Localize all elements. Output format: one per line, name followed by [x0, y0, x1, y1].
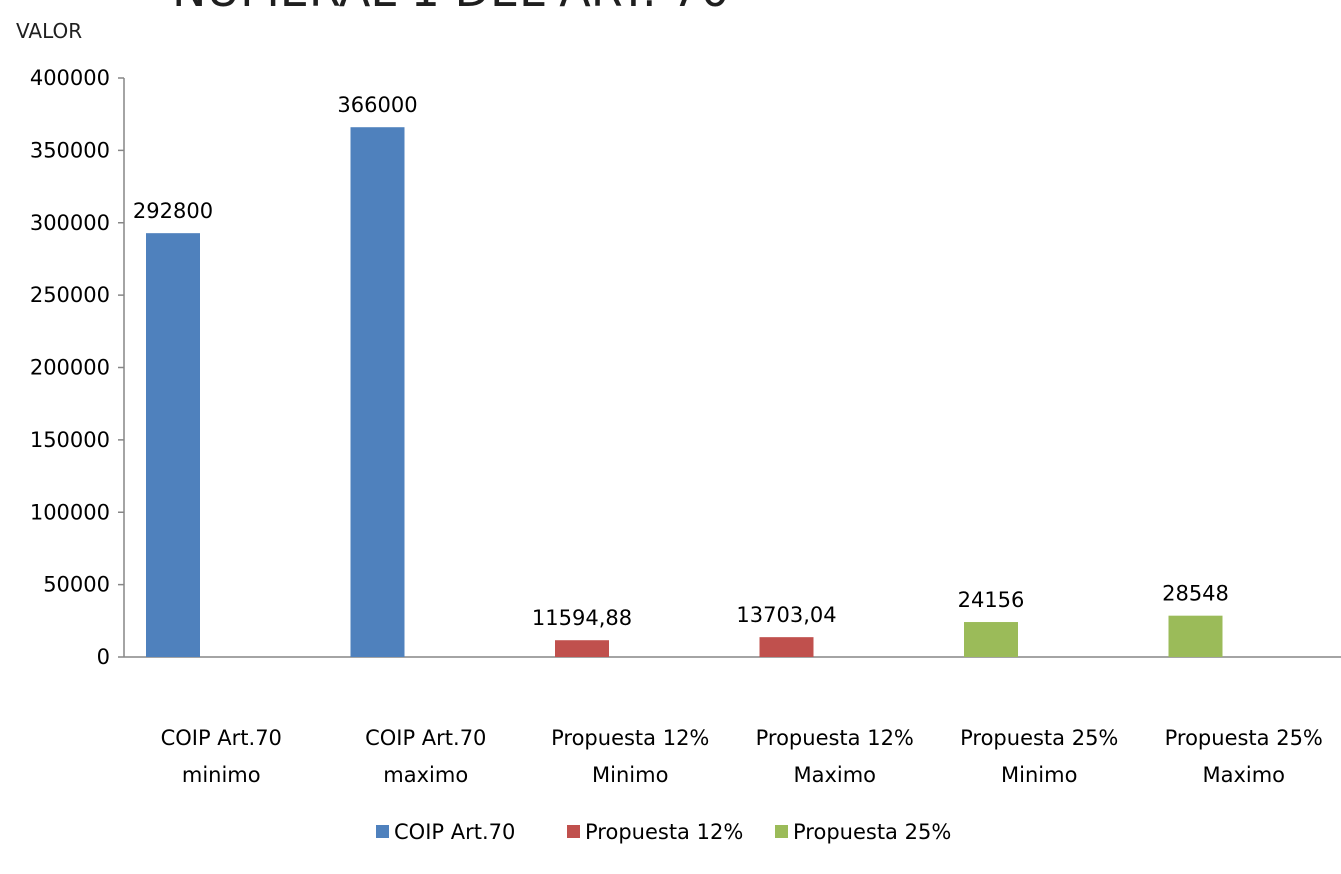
y-axis-label: VALOR — [16, 19, 82, 43]
axes: 0 50000 100000 150000 200000 250000 300000 3500… — [30, 66, 1341, 669]
data-label: 292800 — [133, 199, 213, 223]
legend-swatch — [376, 825, 389, 838]
x-category-label: COIP Art.70 maximo — [365, 726, 486, 787]
x-category-label: Propuesta 12% Minimo — [551, 726, 709, 787]
category-labels: COIP Art.70 minimo COIP Art.70 maximo Propue… — [161, 726, 1323, 787]
legend-swatch — [567, 825, 580, 838]
data-label: 13703,04 — [736, 603, 836, 627]
y-tick-label: 100000 — [30, 500, 110, 524]
data-label: 366000 — [337, 93, 417, 117]
data-label: 24156 — [958, 588, 1025, 612]
y-tick-label: 350000 — [30, 138, 110, 162]
y-tick-label: 200000 — [30, 356, 110, 380]
bar — [1168, 615, 1223, 657]
x-category-label-line: Propuesta 12% — [551, 726, 709, 750]
bar — [555, 640, 609, 657]
y-tick-label: 50000 — [43, 573, 110, 597]
data-label: 28548 — [1162, 582, 1229, 606]
x-category-label-line: Minimo — [592, 763, 668, 787]
y-tick-label: 250000 — [30, 283, 110, 307]
y-tick-label: 150000 — [30, 428, 110, 452]
x-category-label-line: Maximo — [1202, 763, 1285, 787]
y-tick-label: 300000 — [30, 211, 110, 235]
data-label: 11594,88 — [532, 606, 632, 630]
legend-label: Propuesta 12% — [585, 820, 743, 844]
x-category-label: Propuesta 25% Minimo — [960, 726, 1118, 787]
x-category-label-line: maximo — [383, 763, 468, 787]
bar — [146, 233, 200, 657]
legend-label: COIP Art.70 — [394, 820, 515, 844]
x-category-label-line: Minimo — [1001, 763, 1077, 787]
data-labels: 292800 366000 11594,88 13703,04 24156 28548 — [133, 93, 1229, 630]
bar — [350, 127, 405, 658]
bar — [759, 637, 814, 657]
y-tick-label: 0 — [97, 645, 110, 669]
chart-title: NUMERAL 1 DEL ART. 70 — [172, 0, 730, 17]
legend-swatch — [775, 825, 788, 838]
x-category-label: COIP Art.70 minimo — [161, 726, 282, 787]
bar — [964, 622, 1018, 657]
legend-label: Propuesta 25% — [793, 820, 951, 844]
bars — [146, 127, 1223, 658]
legend: COIP Art.70 Propuesta 12% Propuesta 25% — [376, 820, 951, 844]
x-category-label: Propuesta 25% Maximo — [1165, 726, 1323, 787]
y-tick-label: 400000 — [30, 66, 110, 90]
x-category-label-line: COIP Art.70 — [161, 726, 282, 750]
x-category-label-line: minimo — [182, 763, 261, 787]
x-category-label: Propuesta 12% Maximo — [756, 726, 914, 787]
x-category-label-line: Maximo — [793, 763, 876, 787]
x-category-label-line: Propuesta 25% — [1165, 726, 1323, 750]
x-category-label-line: Propuesta 25% — [960, 726, 1118, 750]
x-category-label-line: Propuesta 12% — [756, 726, 914, 750]
x-category-label-line: COIP Art.70 — [365, 726, 486, 750]
